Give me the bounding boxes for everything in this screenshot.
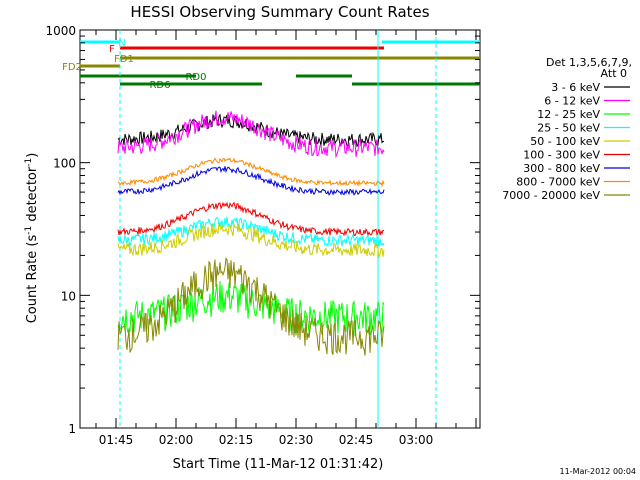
- flag-label: FD1: [114, 54, 134, 65]
- y-axis-label: Count Rate (s-1 detector-1): [24, 153, 40, 324]
- flag-label: RD6: [149, 80, 170, 91]
- x-tick-label: 01:45: [99, 433, 134, 447]
- legend-label: 300 - 800 keV: [523, 162, 600, 175]
- plot-area: [79, 29, 481, 429]
- legend-label: 3 - 6 keV: [551, 81, 600, 94]
- y-tick-label: 1: [68, 422, 76, 436]
- series-line: [117, 216, 385, 248]
- flag-label: N: [118, 38, 125, 49]
- legend-label: 12 - 25 keV: [537, 108, 600, 121]
- y-tick-label: 100: [53, 157, 76, 171]
- footer-timestamp: 11-Mar-2012 00:04: [560, 467, 637, 476]
- legend-label: 7000 - 20000 keV: [502, 189, 600, 202]
- y-tick-label: 1000: [45, 24, 76, 38]
- legend-title-line-2: Att 0: [601, 67, 627, 80]
- legend-title-line-1: Det 1,3,5,6,7,9,: [546, 56, 632, 69]
- x-axis-label: Start Time (11-Mar-12 01:31:42): [173, 457, 384, 472]
- series-line: [117, 157, 385, 188]
- flag-label: F: [109, 44, 115, 55]
- x-tick-label: 02:45: [339, 433, 374, 447]
- legend-label: 25 - 50 keV: [537, 122, 600, 135]
- series-line: [117, 281, 385, 337]
- x-tick-label: 02:30: [279, 433, 314, 447]
- legend-label: 100 - 300 keV: [523, 149, 600, 162]
- x-tick-label: 03:00: [399, 433, 434, 447]
- flag-label: FD2: [62, 62, 82, 73]
- series-line: [117, 110, 385, 159]
- series-line: [117, 201, 385, 237]
- y-tick-label: 10: [61, 289, 76, 303]
- legend-label: 800 - 7000 keV: [516, 176, 600, 189]
- flag-label: RD0: [185, 72, 206, 83]
- series-line: [117, 166, 385, 196]
- legend-label: 50 - 100 keV: [530, 135, 600, 148]
- x-tick-label: 02:00: [159, 433, 194, 447]
- series-line: [117, 257, 385, 356]
- chart-title: HESSI Observing Summary Count Rates: [130, 3, 429, 21]
- series-line: [117, 222, 385, 259]
- x-tick-label: 02:15: [219, 433, 254, 447]
- legend-label: 6 - 12 keV: [544, 95, 600, 108]
